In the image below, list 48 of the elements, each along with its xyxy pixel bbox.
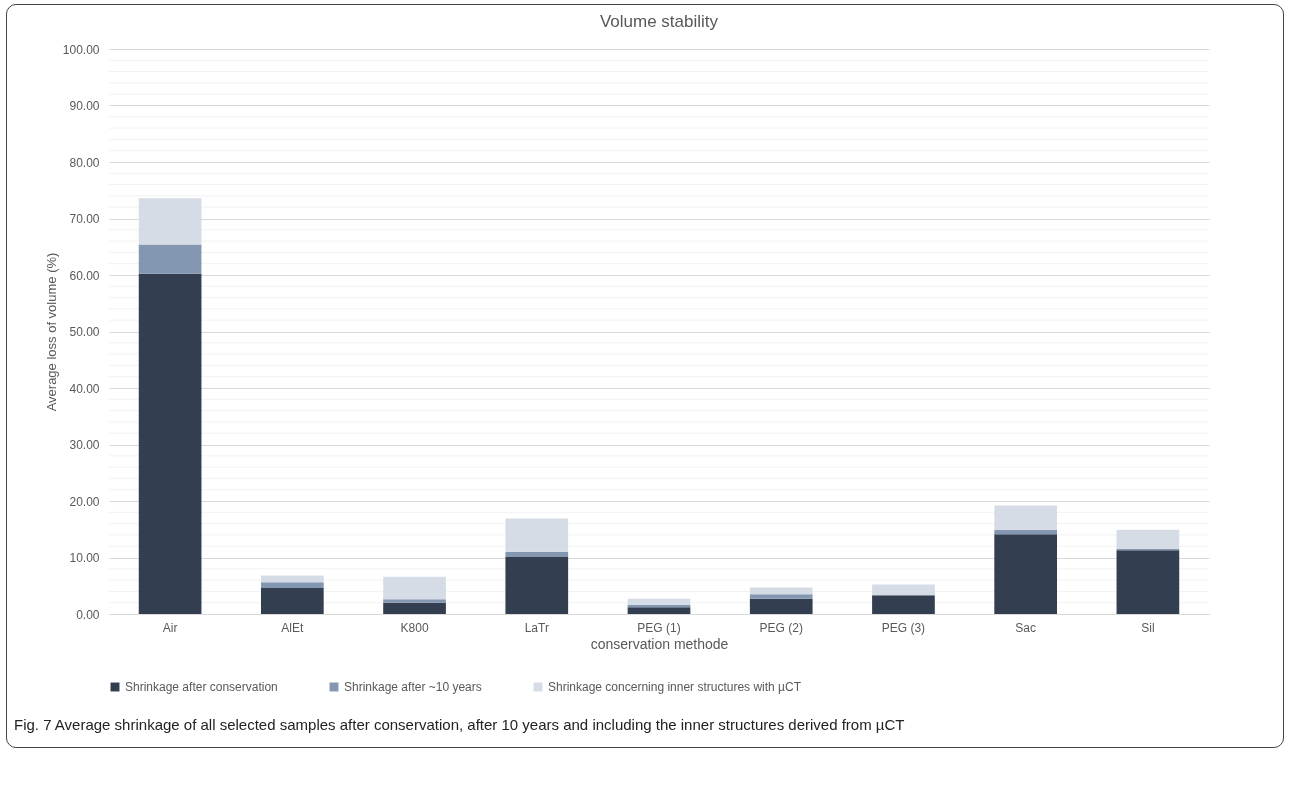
bar [872,595,935,614]
bar [627,607,691,614]
x-tick-label: K800 [400,620,429,635]
bar [994,534,1058,614]
y-tick-label: 40.00 [69,381,100,396]
caption: Fig. 7 Average shrinkage of all selected samples after conservation, after 10 years and including the inner structures derived from µCT [14,716,905,733]
y-tick-label: 0.00 [76,607,100,622]
bar [260,588,324,614]
chart-title: Volume stability [599,12,719,31]
bar [505,556,569,614]
y-tick-label: 10.00 [69,551,100,565]
bar [1116,529,1180,550]
bar [138,244,202,274]
bar [627,598,691,605]
y-tick-label: 60.00 [69,268,100,283]
bar [505,551,569,557]
bar [994,505,1058,530]
bar [383,599,446,603]
x-tick-label: Sil [1141,620,1155,635]
legend-label: Shrinkage after ~10 years [344,680,482,694]
x-tick-label: Sac [1015,620,1037,635]
bar [749,594,813,599]
y-tick-label: 20.00 [69,494,100,509]
y-axis-title: Average loss of volume (%) [43,252,59,412]
bar [749,587,813,595]
x-tick-label: LaTr [524,620,549,635]
bar [138,273,202,614]
x-tick-label: PEG (3) [881,620,926,635]
bar [872,584,935,596]
bar [1116,550,1180,614]
bar [749,598,813,614]
x-tick-label: PEG (1) [637,620,681,635]
legend-label: Shrinkage concerning inner structures with µCT [548,680,802,694]
x-axis-title: conservation methode [590,635,729,652]
x-tick-label: Air [162,620,178,635]
y-tick-label: 100.00 [62,42,100,57]
y-tick-label: 50.00 [69,325,100,339]
x-tick-label: AlEt [281,620,304,635]
bar [505,518,569,552]
y-tick-label: 30.00 [69,438,100,452]
x-tick-label: PEG (2) [759,620,803,635]
y-tick-label: 90.00 [69,99,100,113]
y-tick-label: 80.00 [69,155,100,170]
y-tick-label: 70.00 [69,212,100,226]
legend-label: Shrinkage after conservation [125,680,278,694]
bar [383,576,446,600]
bar [260,582,324,589]
bar [383,602,446,614]
